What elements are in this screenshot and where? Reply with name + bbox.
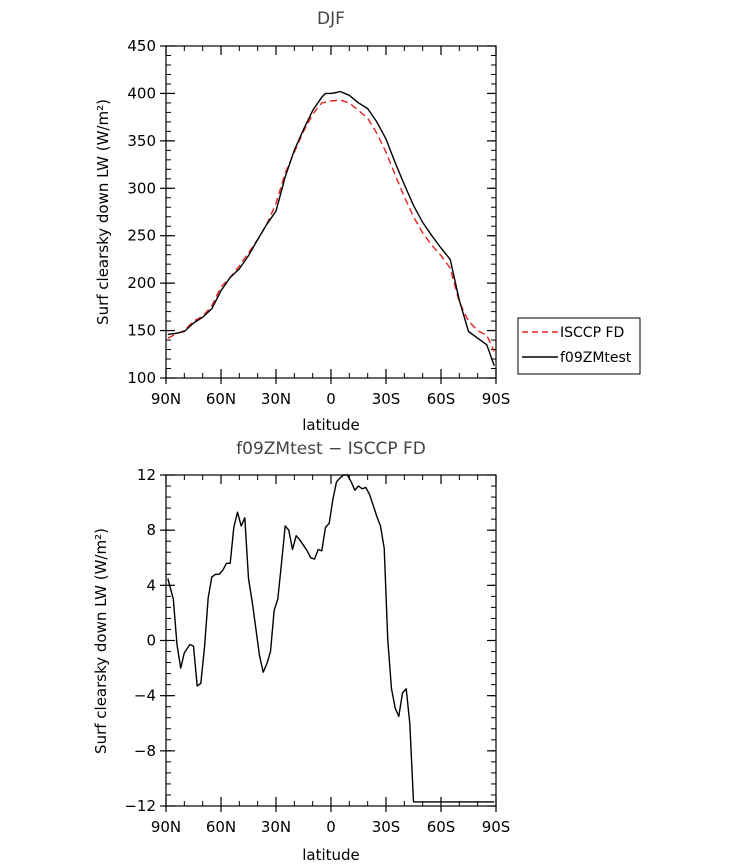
x-tick-label: 90S bbox=[482, 390, 511, 408]
y-tick-label: 450 bbox=[127, 37, 156, 55]
y-tick-label: 8 bbox=[146, 521, 156, 539]
legend: ISCCP FD f09ZMtest bbox=[517, 317, 641, 375]
series-group bbox=[167, 90, 495, 366]
y-tick-label: −12 bbox=[124, 797, 156, 815]
plot-frame bbox=[165, 45, 497, 379]
chart-top-panel: DJF 100 150 200 250 300 350 400 450 90N 60N 30N 0 3… bbox=[94, 9, 510, 434]
plot-area bbox=[165, 45, 497, 379]
x-tick-label: 90N bbox=[151, 390, 181, 408]
series-line-f09zmtest bbox=[167, 90, 495, 366]
legend-box bbox=[517, 317, 641, 375]
x-axis-label: latitude bbox=[302, 846, 360, 864]
chart-title: f09ZMtest − ISCCP FD bbox=[236, 439, 426, 459]
y-ticks: −12 −8 −4 0 4 8 12 bbox=[124, 466, 496, 815]
chart-title: DJF bbox=[317, 9, 345, 29]
x-tick-label: 30S bbox=[372, 390, 401, 408]
y-tick-label: 350 bbox=[127, 132, 156, 150]
y-tick-label: 250 bbox=[127, 227, 156, 245]
y-tick-label: 400 bbox=[127, 84, 156, 102]
x-tick-label: 0 bbox=[326, 390, 336, 408]
y-tick-label: 4 bbox=[146, 576, 156, 594]
x-axis-label: latitude bbox=[302, 416, 360, 434]
y-tick-label: 0 bbox=[146, 632, 156, 650]
y-tick-label: 12 bbox=[137, 466, 156, 484]
x-ticks: 90N 60N 30N 0 30S 60S 90S bbox=[151, 46, 510, 408]
y-tick-label: 200 bbox=[127, 274, 156, 292]
series-line-isccp-fd bbox=[167, 99, 495, 352]
x-ticks: 90N 60N 30N 0 30S 60S 90S bbox=[151, 475, 510, 836]
y-tick-label: 150 bbox=[127, 322, 156, 340]
y-tick-label: 100 bbox=[127, 369, 156, 387]
plot-area bbox=[165, 474, 497, 807]
y-tick-label: −4 bbox=[134, 687, 156, 705]
plot-frame bbox=[165, 474, 497, 807]
x-tick-label: 30S bbox=[372, 818, 401, 836]
series-group bbox=[167, 474, 495, 803]
y-ticks: 100 150 200 250 300 350 400 450 bbox=[127, 37, 496, 387]
x-tick-label: 0 bbox=[326, 818, 336, 836]
x-tick-label: 90S bbox=[482, 818, 511, 836]
y-tick-label: 300 bbox=[127, 179, 156, 197]
y-tick-label: −8 bbox=[134, 742, 156, 760]
x-tick-label: 60S bbox=[427, 818, 456, 836]
x-tick-label: 90N bbox=[151, 818, 181, 836]
x-tick-label: 60S bbox=[427, 390, 456, 408]
x-tick-label: 60N bbox=[206, 390, 236, 408]
y-axis-label: Surf clearsky down LW (W/m²) bbox=[94, 99, 112, 325]
chart-bottom-panel: f09ZMtest − ISCCP FD −12 −8 −4 0 4 8 12 90N 60N… bbox=[92, 439, 510, 864]
x-tick-label: 30N bbox=[261, 390, 291, 408]
y-axis-label: Surf clearsky down LW (W/m²) bbox=[92, 528, 110, 754]
x-tick-label: 30N bbox=[261, 818, 291, 836]
legend-label-f09: f09ZMtest bbox=[560, 350, 632, 366]
series-line-difference bbox=[167, 474, 495, 803]
legend-label-isccp: ISCCP FD bbox=[560, 325, 624, 341]
x-tick-label: 60N bbox=[206, 818, 236, 836]
